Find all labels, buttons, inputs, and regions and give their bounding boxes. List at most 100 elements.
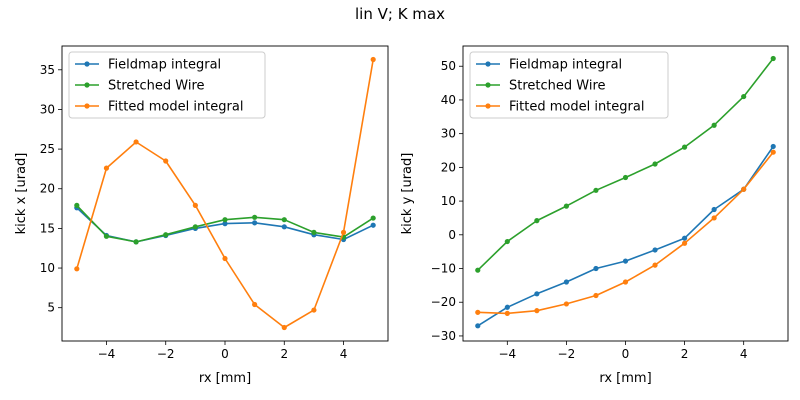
legend-label: Fitted model integral — [108, 100, 243, 115]
data-point — [281, 324, 287, 331]
y-tick-label: 40 — [441, 93, 456, 107]
data-point — [681, 144, 688, 150]
data-point — [652, 247, 658, 253]
data-point — [475, 309, 481, 315]
legend-marker — [485, 82, 491, 88]
y-tick-label: −30 — [431, 329, 456, 343]
data-point — [534, 291, 540, 297]
data-point — [340, 229, 347, 235]
legend-label: Stretched Wire — [509, 79, 606, 94]
data-point — [563, 279, 570, 285]
y-tick-label: 25 — [40, 142, 55, 156]
legend: Fieldmap integral Stretched Wire Fitted mo… — [68, 51, 266, 119]
y-tick-label: −20 — [431, 295, 456, 309]
series-line — [477, 146, 774, 327]
data-point — [252, 220, 258, 226]
data-point — [563, 301, 570, 307]
data-point — [74, 266, 80, 272]
data-point — [475, 323, 481, 329]
data-point — [222, 217, 228, 223]
x-tick-label: 2 — [280, 347, 288, 361]
data-point — [593, 187, 599, 193]
data-point — [504, 310, 510, 316]
data-point — [504, 304, 510, 310]
data-point — [311, 229, 317, 235]
data-point — [103, 233, 110, 239]
legend-marker — [485, 61, 491, 67]
y-tick-label: 10 — [441, 194, 456, 208]
x-axis-label: rx [mm] — [199, 371, 251, 386]
data-point — [222, 221, 228, 227]
x-tick-label: 0 — [622, 347, 630, 361]
y-tick-label: 0 — [448, 228, 456, 242]
legend-marker — [485, 103, 491, 109]
y-tick-label: −10 — [431, 262, 456, 276]
data-point — [133, 239, 139, 245]
data-point — [711, 215, 717, 221]
data-point — [711, 122, 717, 128]
legend-label: Fitted model integral — [509, 100, 644, 115]
y-tick-label: 10 — [40, 261, 55, 275]
data-point — [741, 186, 747, 192]
data-point — [593, 292, 599, 299]
y-tick-label: 15 — [40, 221, 55, 235]
data-point — [252, 301, 258, 308]
legend-label: Fieldmap integral — [509, 58, 622, 73]
y-tick-label: 20 — [441, 160, 456, 174]
data-point — [370, 56, 376, 63]
y-tick-label: 50 — [441, 59, 456, 73]
data-point — [652, 161, 658, 167]
data-point — [534, 308, 540, 314]
x-axis-label: rx [mm] — [599, 371, 651, 386]
legend-box — [469, 51, 669, 119]
x-tick-label: 0 — [221, 347, 229, 361]
y-axis-label: kick x [urad] — [14, 153, 29, 235]
x-tick-label: −2 — [558, 347, 576, 361]
figure-suptitle: lin V; K max — [355, 5, 445, 23]
data-point — [222, 255, 228, 262]
data-point — [770, 149, 776, 155]
data-point — [711, 206, 717, 213]
data-point — [475, 267, 481, 273]
x-tick-label: −4 — [98, 347, 116, 361]
data-point — [681, 240, 688, 246]
legend-marker — [84, 103, 90, 109]
legend-label: Stretched Wire — [108, 79, 205, 94]
data-point — [133, 139, 139, 145]
data-point — [370, 222, 376, 228]
x-tick-label: −2 — [157, 347, 175, 361]
data-point — [563, 203, 570, 209]
data-point — [622, 258, 629, 264]
data-point — [770, 143, 776, 150]
data-point — [281, 217, 287, 223]
x-tick-label: 2 — [681, 347, 689, 361]
x-tick-label: −4 — [498, 347, 516, 361]
data-point — [311, 307, 317, 313]
y-tick-label: 20 — [40, 182, 55, 196]
axes-frame — [61, 45, 389, 342]
y-axis-label: kick y [urad] — [400, 153, 415, 235]
data-point — [163, 232, 169, 238]
data-point — [281, 224, 287, 230]
y-tick-label: 5 — [47, 301, 55, 315]
data-point — [370, 215, 376, 221]
data-point — [163, 158, 169, 164]
data-point — [622, 279, 629, 285]
legend-marker — [84, 82, 90, 88]
data-point — [593, 265, 599, 272]
data-point — [622, 174, 629, 181]
data-point — [74, 202, 80, 208]
data-point — [741, 93, 747, 100]
y-tick-label: 35 — [40, 63, 55, 77]
data-point — [770, 55, 776, 62]
legend: Fieldmap integral Stretched Wire Fitted mo… — [469, 51, 669, 119]
data-point — [192, 224, 198, 230]
data-point — [652, 262, 658, 268]
x-tick-label: 4 — [340, 347, 348, 361]
subplot-1: −4 −2 0 2 4 5 10 15 20 25 30 35 rx [mm] kick x [urad]… — [14, 45, 389, 386]
y-tick-label: 30 — [40, 102, 55, 116]
data-point — [103, 165, 110, 171]
x-tick-label: 4 — [740, 347, 748, 361]
